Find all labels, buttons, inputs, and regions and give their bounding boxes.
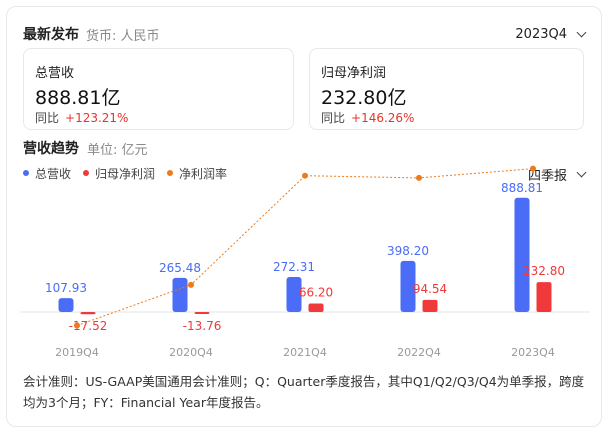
- currency-label: 货币: 人民币: [86, 29, 160, 44]
- legend-item-net-margin[interactable]: 净利润率: [167, 165, 227, 182]
- chart-legend: 总营收 归母净利润 净利润率: [23, 165, 239, 181]
- net-profit-bar: [194, 312, 210, 314]
- net-profit-bar: [80, 312, 96, 315]
- net-profit-value: 232.80亿: [321, 87, 407, 109]
- net-profit-data-label: 94.54: [413, 282, 447, 296]
- x-tick-label: 2021Q4: [283, 346, 327, 359]
- accounting-footnote: 会计准则：US-GAAP美国通用会计准则；Q：Quarter季度报告，其中Q1/…: [23, 374, 585, 410]
- unit-label: 单位: 亿元: [87, 143, 148, 158]
- net-profit-data-label: 232.80: [523, 264, 565, 278]
- revenue-card: 总营收 888.81亿 同比 +123.21%: [23, 48, 294, 130]
- net-margin-point: [302, 172, 308, 179]
- revenue-label: 总营收: [35, 66, 75, 81]
- net-profit-label: 归母净利润: [321, 66, 387, 81]
- legend-dot-revenue: [23, 170, 29, 176]
- net-margin-line: [76, 168, 534, 327]
- legend-item-net-profit[interactable]: 归母净利润: [83, 165, 155, 182]
- revenue-bar: [514, 197, 530, 312]
- net-margin-point: [74, 322, 80, 329]
- revenue-bar: [286, 277, 302, 312]
- revenue-trend-title: 营收趋势: [23, 141, 79, 157]
- revenue-data-label: 265.48: [159, 261, 201, 275]
- latest-release-title: 最新发布: [23, 27, 79, 43]
- frequency-dropdown[interactable]: 四季报: [527, 164, 587, 184]
- net-profit-data-label: -13.76: [183, 319, 222, 333]
- latest-release-header: 最新发布 货币: 人民币 2023Q4: [23, 24, 587, 44]
- net-margin-point: [188, 281, 194, 288]
- net-profit-data-label: -17.52: [69, 319, 108, 333]
- legend-dot-net-profit: [83, 170, 90, 176]
- revenue-bar: [58, 298, 74, 312]
- revenue-data-label: 107.93: [45, 281, 87, 295]
- net-profit-card: 归母净利润 232.80亿 同比 +146.26%: [309, 48, 584, 130]
- net-margin-point: [416, 174, 422, 181]
- x-tick-label: 2020Q4: [169, 346, 213, 359]
- legend-label-net-margin: 净利润率: [179, 166, 228, 181]
- net-profit-bar: [536, 282, 552, 312]
- financial-panel: 最新发布 货币: 人民币 2023Q4 总营收 888.81亿 同比 +123.2…: [6, 6, 602, 427]
- revenue-data-label: 398.20: [387, 244, 429, 258]
- legend-item-revenue[interactable]: 总营收: [23, 165, 71, 182]
- revenue-value: 888.81亿: [35, 87, 121, 109]
- legend-dot-net-margin: [167, 170, 174, 176]
- legend-label-revenue: 总营收: [35, 166, 72, 181]
- revenue-yoy-label: 同比: [35, 111, 60, 125]
- net-profit-bar: [422, 299, 438, 312]
- chevron-down-icon: [576, 167, 587, 177]
- revenue-bar: [172, 277, 188, 312]
- period-value: 2023Q4: [515, 26, 567, 42]
- frequency-value: 四季报: [527, 168, 567, 184]
- chevron-down-icon: [576, 27, 587, 37]
- net-profit-yoy: 同比 +146.26%: [321, 109, 414, 126]
- net-profit-bar: [308, 303, 324, 312]
- x-tick-label: 2022Q4: [397, 346, 441, 359]
- period-dropdown[interactable]: 2023Q4: [515, 24, 587, 44]
- net-profit-data-label: 66.20: [299, 285, 333, 299]
- net-profit-yoy-value: +146.26%: [351, 111, 415, 125]
- x-tick-label: 2023Q4: [511, 346, 555, 359]
- revenue-data-label: 272.31: [273, 260, 315, 274]
- legend-label-net-profit: 归母净利润: [95, 166, 156, 181]
- revenue-bar: [400, 260, 416, 312]
- net-profit-yoy-label: 同比: [321, 111, 346, 125]
- revenue-yoy: 同比 +123.21%: [35, 109, 128, 126]
- x-tick-label: 2019Q4: [55, 346, 99, 359]
- revenue-yoy-value: +123.21%: [65, 111, 129, 125]
